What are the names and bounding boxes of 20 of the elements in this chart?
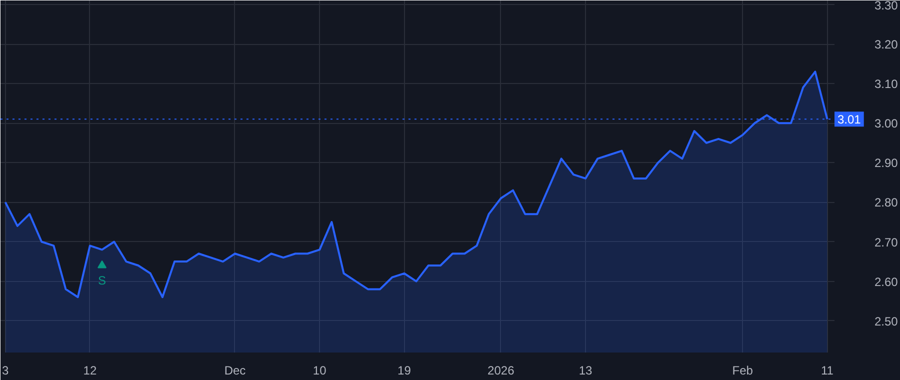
x-tick-label: 3 xyxy=(2,364,9,378)
y-tick-label: 2.80 xyxy=(874,196,898,210)
y-tick-label: 3.00 xyxy=(874,116,898,131)
x-tick-label: 13 xyxy=(578,364,593,378)
y-tick-label: 2.50 xyxy=(874,314,898,328)
y-tick-label: 2.70 xyxy=(874,235,898,250)
y-tick-label: 2.90 xyxy=(874,156,898,170)
y-tick-label: 3.30 xyxy=(874,0,898,12)
y-tick-label: 3.20 xyxy=(874,38,898,52)
y-tick-label: 2.60 xyxy=(874,274,898,289)
x-tick-label: 11 xyxy=(821,364,834,378)
y-tick-label: 3.10 xyxy=(874,77,898,92)
ref-line-label: 3.01 xyxy=(838,112,862,127)
x-tick-label: 19 xyxy=(398,364,412,378)
x-tick-label: Dec xyxy=(224,364,246,378)
x-tick-label: 10 xyxy=(312,364,327,378)
annotation: S xyxy=(98,273,106,288)
x-tick-label: Feb xyxy=(732,364,754,378)
x-tick-label: 12 xyxy=(83,364,97,378)
x-tick-label: 2026 xyxy=(488,364,515,378)
